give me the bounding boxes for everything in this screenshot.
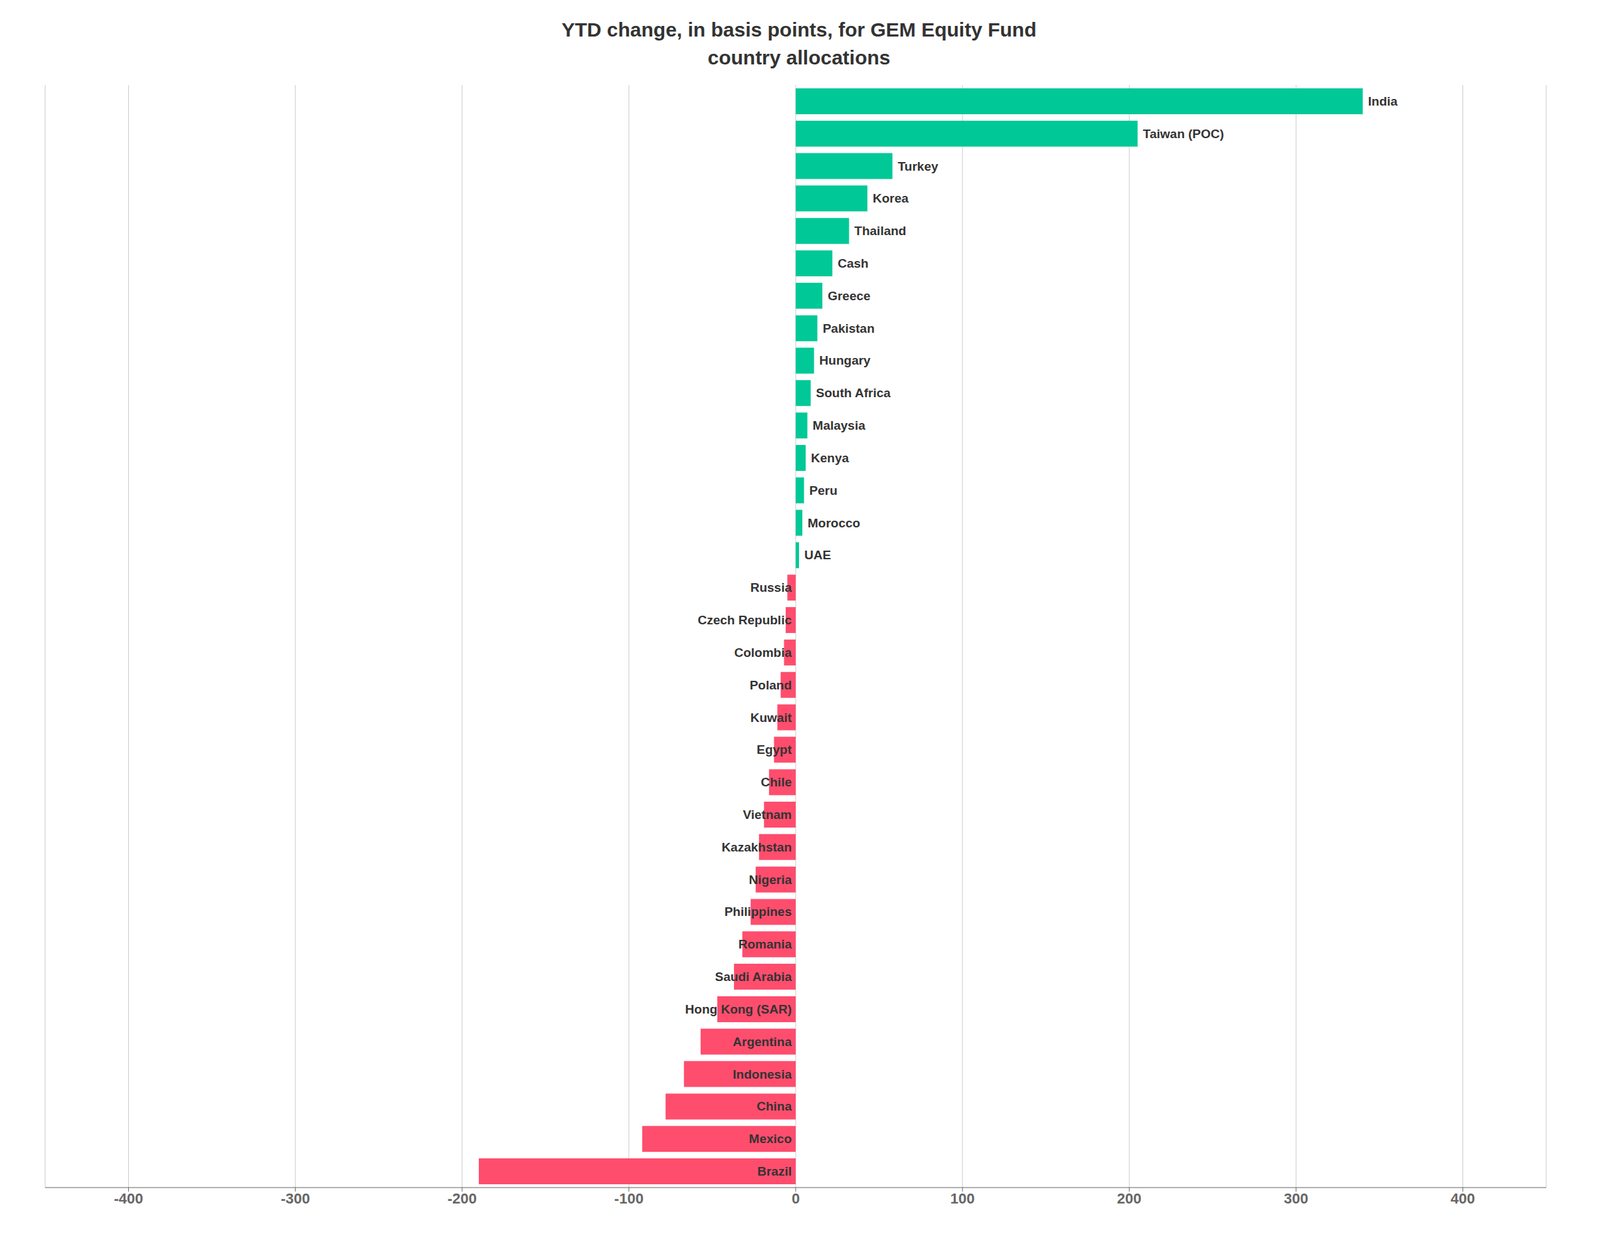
svg-text:Hungary: Hungary [819, 353, 872, 368]
svg-text:Czech Republic: Czech Republic [698, 613, 793, 627]
svg-text:Kuwait: Kuwait [750, 710, 793, 725]
svg-text:Chile: Chile [761, 775, 792, 790]
svg-text:Egypt: Egypt [756, 742, 792, 757]
svg-text:0: 0 [791, 1190, 800, 1207]
svg-text:Brazil: Brazil [757, 1164, 792, 1179]
svg-text:South Africa: South Africa [816, 385, 892, 400]
svg-text:Kazakhstan: Kazakhstan [721, 840, 792, 855]
svg-text:Peru: Peru [809, 483, 838, 498]
svg-text:-100: -100 [614, 1190, 644, 1207]
svg-text:Indonesia: Indonesia [732, 1067, 792, 1082]
svg-text:Malaysia: Malaysia [812, 418, 867, 433]
svg-text:China: China [756, 1099, 792, 1114]
svg-text:-200: -200 [447, 1190, 477, 1207]
svg-text:Argentina: Argentina [732, 1034, 792, 1049]
svg-text:Saudi Arabia: Saudi Arabia [715, 969, 793, 984]
svg-text:Kenya: Kenya [810, 450, 849, 465]
svg-text:Hong Kong (SAR): Hong Kong (SAR) [685, 1002, 792, 1017]
svg-text:300: 300 [1283, 1190, 1309, 1207]
svg-text:Russia: Russia [750, 580, 793, 595]
svg-text:Philippines: Philippines [724, 904, 792, 919]
svg-text:200: 200 [1117, 1190, 1142, 1207]
svg-text:Turkey: Turkey [897, 159, 939, 174]
html-text:YTD change, in basis points, f: YTD change, in basis points, for GEM Equ… [561, 18, 1037, 69]
svg-text:-300: -300 [280, 1190, 311, 1207]
svg-text:Nigeria: Nigeria [749, 872, 793, 887]
svg-text:Taiwan (POC): Taiwan (POC) [1143, 126, 1225, 141]
svg-text:Morocco: Morocco [807, 516, 861, 531]
svg-text:Poland: Poland [749, 678, 792, 693]
svg-text:Romania: Romania [738, 937, 793, 952]
svg-text:UAE: UAE [804, 547, 831, 562]
svg-text:Vietnam: Vietnam [742, 807, 792, 822]
svg-text:400: 400 [1450, 1190, 1476, 1207]
svg-text:-400: -400 [114, 1190, 144, 1207]
svg-text:Pakistan: Pakistan [822, 321, 875, 336]
svg-text:Thailand: Thailand [854, 223, 906, 238]
svg-text:India: India [1368, 94, 1399, 109]
svg-text:Cash: Cash [837, 256, 869, 271]
svg-text:Greece: Greece [827, 288, 871, 303]
svg-text:Colombia: Colombia [733, 645, 792, 660]
svg-text:Korea: Korea [872, 191, 909, 206]
svg-text:Mexico: Mexico [749, 1131, 792, 1146]
svg-text:100: 100 [950, 1190, 976, 1207]
